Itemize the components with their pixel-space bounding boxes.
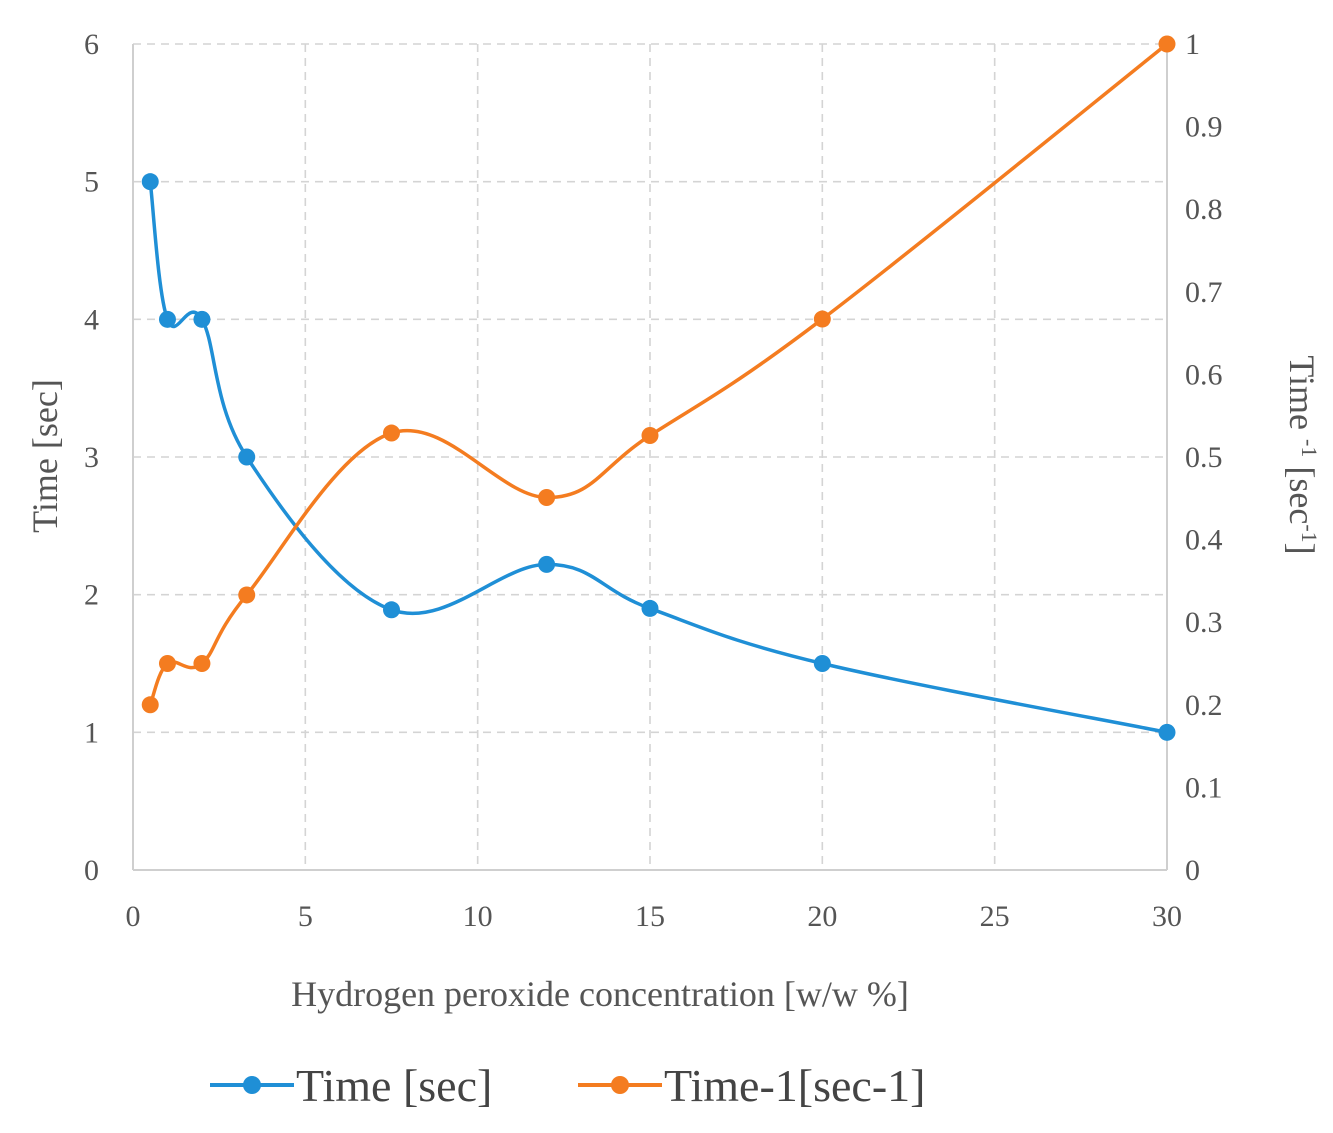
legend-item-time: Time [sec] [210,1060,492,1111]
data-point-series-1 [641,427,659,445]
data-point-series-0 [141,173,159,191]
data-point-series-0 [1158,723,1176,741]
y-right-tick-label: 0.8 [1185,193,1223,226]
data-point-series-1 [813,310,831,328]
legend-label-inverse-time: Time-1[sec-1] [664,1060,925,1111]
data-point-series-0 [383,601,400,619]
series-line-1 [148,42,1169,706]
legend-marker-time [243,1076,261,1094]
data-point-series-0 [538,555,556,573]
data-point-series-1 [238,586,256,604]
data-point-series-1 [158,655,176,672]
data-point-series-1 [1158,35,1176,53]
y-right-title-unit: [sec [1282,457,1322,524]
y-right-tick-label: 0.9 [1185,111,1223,144]
y-right-tick-label: 0.3 [1185,606,1223,639]
data-point-series-1 [538,488,556,506]
x-tick-label: 15 [635,900,665,933]
x-tick-label: 0 [126,900,141,933]
x-tick-label: 10 [463,900,493,933]
y-right-tick-label: 0.6 [1185,358,1223,391]
y-right-tick-label: 0.1 [1185,771,1223,804]
y-left-tick-label: 2 [84,579,99,612]
y-right-tick-label: 0.7 [1185,276,1223,309]
y-left-tick-label: 4 [84,303,99,336]
data-point-series-0 [813,655,831,672]
x-tick-label: 25 [980,900,1010,933]
legend-marker-inverse-time [611,1076,629,1094]
data-point-series-1 [193,655,211,672]
x-axis-title: Hydrogen peroxide concentration [w/w %] [291,974,909,1014]
legend: Time [sec] Time-1[sec-1] [210,1060,925,1111]
y-right-title-unit-exp: -1 [1298,524,1323,542]
y-right-title-close: ] [1282,543,1322,555]
data-point-series-0 [193,310,211,328]
y-left-axis-title: Time [sec] [25,379,65,533]
grid [133,43,1167,870]
data-point-series-1 [141,696,159,714]
data-point-series-1 [383,424,400,442]
y-right-tick-label: 0.5 [1185,441,1223,474]
data-point-series-0 [158,310,176,328]
y-right-tick-label: 0.2 [1185,689,1223,722]
x-tick-label: 5 [298,900,313,933]
y-right-title-base: Time [1282,355,1322,439]
y-left-tick-label: 0 [84,854,99,887]
legend-item-inverse-time: Time-1[sec-1] [578,1060,925,1111]
y-right-tick-label: 0.4 [1185,524,1223,557]
y-left-tick-label: 3 [84,441,99,474]
x-tick-label: 30 [1152,900,1182,933]
y-left-tick-label: 6 [84,28,99,61]
y-left-tick-label: 5 [84,166,99,199]
y-left-tick-label: 1 [84,716,99,749]
tick-labels: 0 5 10 15 20 25 30012345600.10.20.30.40.50.60.… [84,28,1223,933]
y-right-title-exp: -1 [1298,439,1323,457]
y-right-axis-title: Time -1 [sec-1] [1282,355,1323,554]
x-tick-label: 20 [807,900,837,933]
series-layer [141,35,1176,741]
data-point-series-0 [238,448,256,466]
y-right-tick-label: 0 [1185,854,1200,887]
legend-label-time: Time [sec] [296,1060,492,1111]
y-right-tick-label: 1 [1185,28,1200,61]
data-point-series-0 [641,599,659,617]
